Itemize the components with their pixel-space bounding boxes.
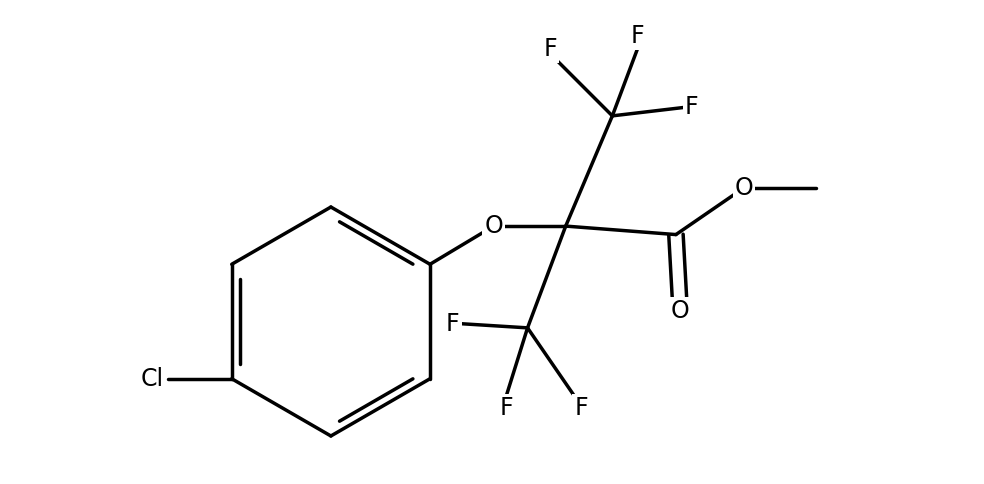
Text: F: F <box>500 396 513 420</box>
Text: F: F <box>685 95 698 120</box>
Text: F: F <box>575 396 587 420</box>
Text: O: O <box>484 214 503 238</box>
Text: O: O <box>671 299 690 323</box>
Text: F: F <box>631 24 645 48</box>
Text: F: F <box>446 312 460 335</box>
Text: Cl: Cl <box>141 367 164 391</box>
Text: O: O <box>734 176 753 200</box>
Text: F: F <box>543 37 557 61</box>
